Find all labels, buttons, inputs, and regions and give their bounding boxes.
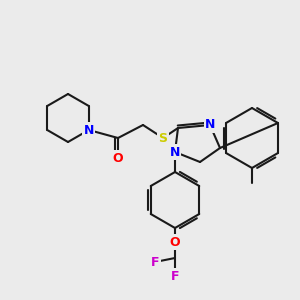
Text: F: F bbox=[151, 256, 159, 268]
Text: O: O bbox=[170, 236, 180, 248]
Text: N: N bbox=[205, 118, 215, 131]
Text: S: S bbox=[158, 131, 167, 145]
Text: F: F bbox=[171, 269, 179, 283]
Text: O: O bbox=[113, 152, 123, 164]
Text: N: N bbox=[84, 124, 94, 136]
Text: N: N bbox=[170, 146, 180, 158]
